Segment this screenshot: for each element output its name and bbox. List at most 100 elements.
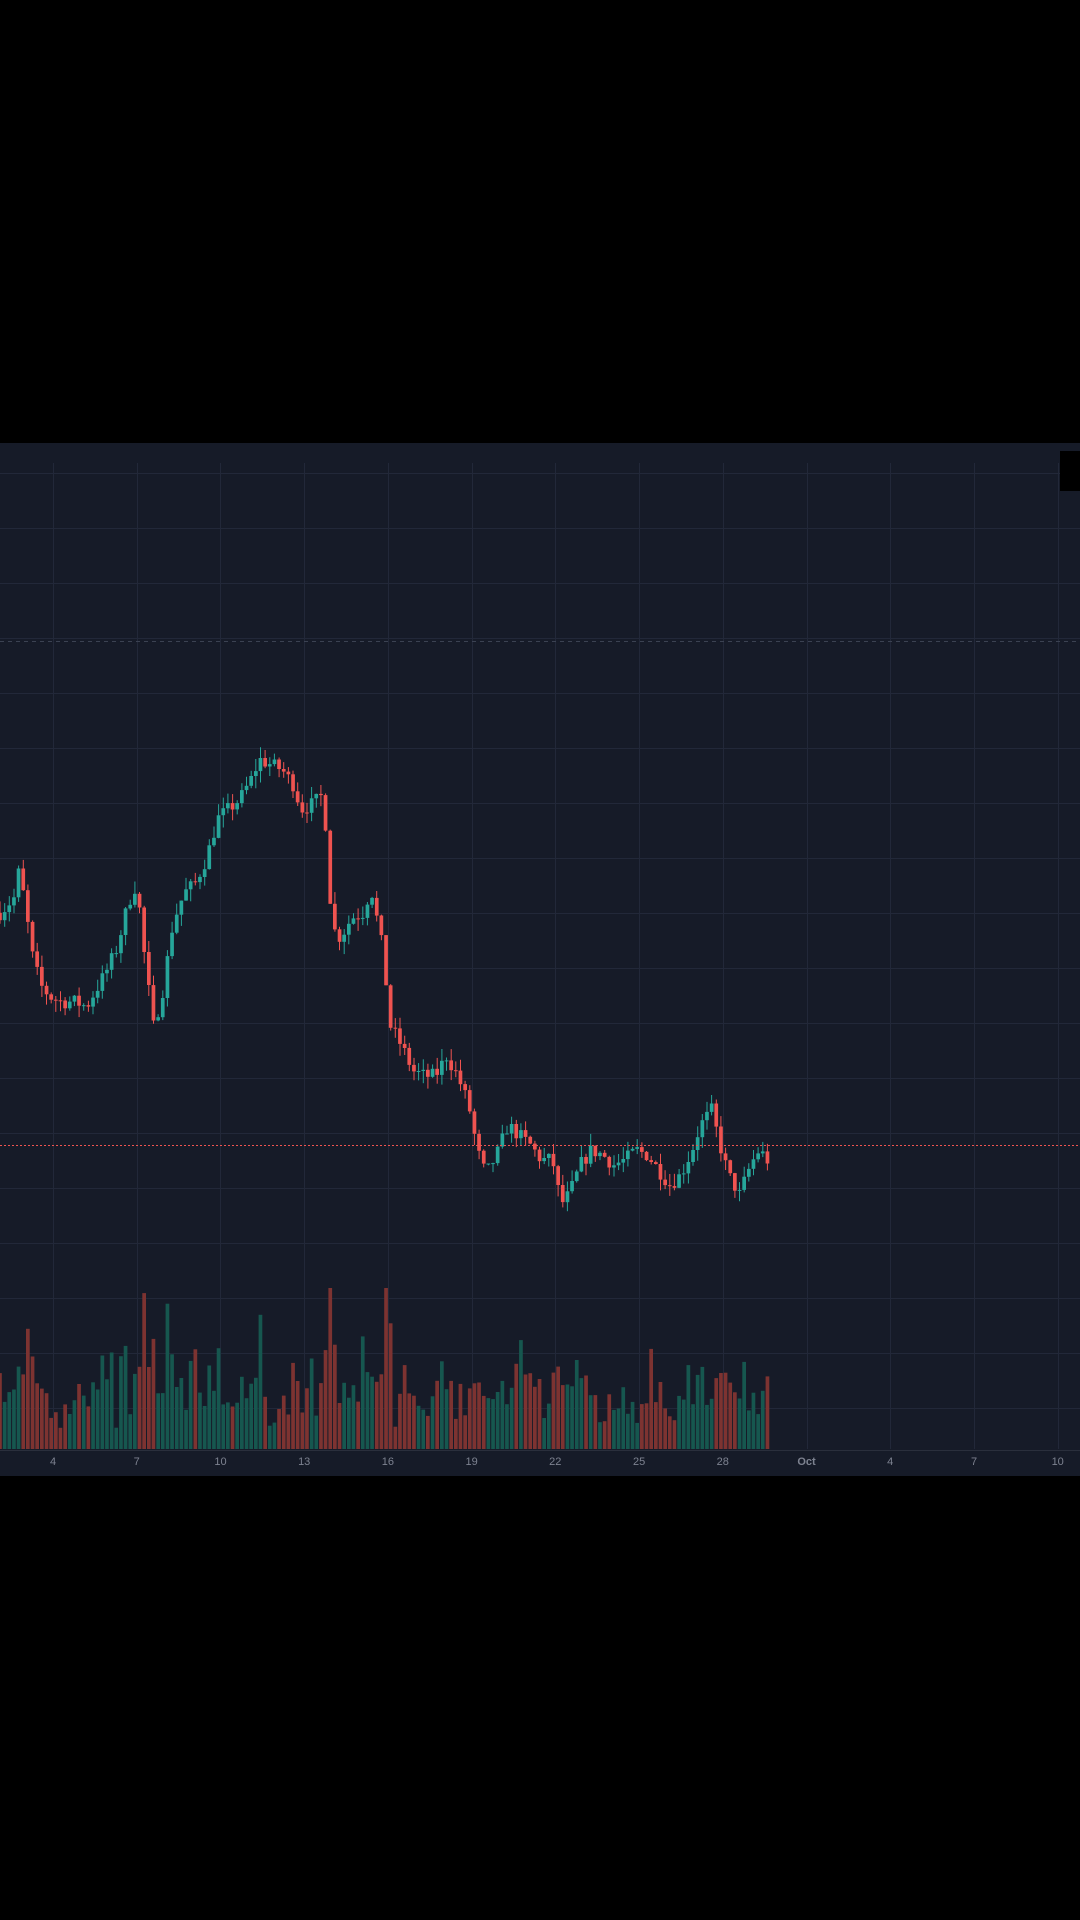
volume-bar [598,1422,602,1449]
volume-bar [542,1418,546,1449]
time-axis-tick-label: 25 [633,1456,645,1468]
volume-bar [588,1395,593,1449]
candle-body [119,935,123,954]
volume-bar [202,1406,207,1449]
volume-bar [398,1393,402,1449]
candle-body [719,1126,723,1154]
volume-bar [570,1386,574,1449]
volume-bar [35,1383,39,1449]
volume-bar [728,1382,733,1449]
candle-body [221,808,226,816]
volume-bar [12,1389,16,1449]
volume-bar [393,1426,398,1449]
candle-body [467,1090,472,1112]
time-axis-tick-label: 10 [1052,1456,1064,1468]
volume-bar [695,1374,700,1449]
volume-bar [0,1373,2,1449]
volume-bar [407,1393,412,1449]
price-chart[interactable]: 4 7 10 13 16 19 22 25 28 Oct 4 7 10 [0,443,1080,1476]
candle-body [35,951,39,967]
volume-bar [63,1404,67,1449]
volume-bar [602,1421,607,1449]
volume-bar [723,1372,728,1449]
volume-bar [714,1378,719,1449]
time-axis-tick-label: 28 [717,1456,729,1468]
volume-bar [756,1414,760,1449]
time-axis-tick-label: 10 [214,1456,226,1468]
candle-body [593,1145,598,1157]
candle-body [760,1151,765,1154]
candle-body [165,956,170,998]
volume-bar [486,1398,491,1449]
time-axis-tick-label: 13 [298,1456,310,1468]
candle-body [458,1070,463,1085]
volume-bar [216,1348,221,1449]
volume-bar [263,1396,267,1449]
volume-bar [323,1350,328,1449]
volume-bar [188,1360,193,1449]
volume-bar [500,1380,505,1449]
volume-bar [593,1395,598,1449]
time-axis-tick-label: 7 [134,1456,140,1468]
volume-bar [533,1386,537,1449]
volume-bar [16,1366,21,1449]
candle-body [286,771,291,775]
volume-bar [630,1401,635,1449]
candle-body [542,1158,546,1162]
candle-body [198,876,202,883]
volume-bar [119,1356,123,1449]
candle-body [267,764,272,767]
candle-body [607,1156,612,1168]
volume-bar [44,1393,49,1449]
candle-body [151,985,156,1021]
volume-bar [709,1398,714,1449]
candle-body [751,1159,756,1169]
candle-body [254,771,258,776]
volume-bar [686,1365,691,1449]
candle-body [449,1060,453,1071]
candle-body [574,1171,579,1182]
candle-body [756,1153,760,1160]
candle-body [193,881,198,883]
candle-body [40,966,44,986]
candle-body [291,774,295,792]
volume-bar [67,1414,72,1449]
volume-bar [151,1338,156,1449]
candle-body [86,1005,91,1007]
volume-bar [440,1361,444,1449]
volume-bar [365,1372,370,1449]
candle-body [477,1133,481,1151]
candle-body [547,1153,551,1158]
volume-bar [607,1394,612,1449]
volume-bar [514,1363,519,1449]
candle-body [737,1189,742,1191]
candle-body [114,953,119,955]
volume-bar [30,1356,35,1449]
volume-bar [402,1365,407,1449]
volume-bar [430,1396,435,1449]
candle-body [365,904,370,918]
volume-bar [81,1395,86,1449]
candle-body [612,1165,616,1168]
candle-body [337,929,342,942]
volume-bar [86,1406,91,1449]
candle-body [654,1162,658,1164]
volume-bar [142,1293,146,1449]
volume-bar [254,1377,258,1449]
volume-bar [412,1395,416,1449]
volume-bar [733,1392,737,1449]
volume-bar [7,1392,12,1449]
candle-body [184,889,188,901]
candle-body [319,793,323,796]
chart-panel[interactable]: 4 7 10 13 16 19 22 25 28 Oct 4 7 10 [0,443,1080,1476]
volume-bar [626,1413,630,1449]
volume-bar [426,1415,430,1449]
candle-body [0,912,2,921]
volume-bar [179,1378,184,1449]
volume-bar [184,1409,188,1449]
volume-bar [537,1379,542,1449]
candle-body [486,1163,491,1165]
candle-body [188,881,193,890]
candle-body [342,934,346,942]
volume-bar [621,1387,626,1449]
